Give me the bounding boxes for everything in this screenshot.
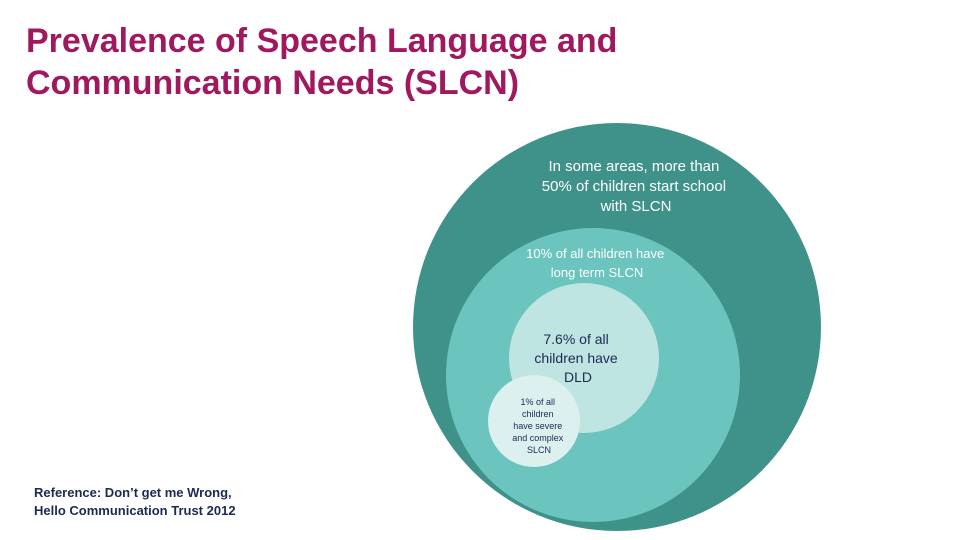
small-circle-label-line: SLCN [527, 445, 551, 455]
outer-circle-label-line: 50% of children start school [542, 178, 726, 195]
reference-note: Reference: Don’t get me Wrong, Hello Com… [34, 484, 314, 520]
inner-circle-label-line: children have [534, 350, 617, 366]
small-circle-label-line: children [522, 409, 554, 419]
outer-circle-label-line: with SLCN [600, 198, 672, 215]
inner-circle-label-line: DLD [564, 369, 592, 385]
reference-line-1: Reference: Don’t get me Wrong, [34, 485, 232, 500]
small-circle [488, 375, 580, 467]
outer-circle-label: In some areas, more than 50% of children… [542, 158, 730, 215]
small-circle-label-line: 1% of all [520, 397, 555, 407]
small-circle-label: 1% of all children have severe and compl… [512, 397, 566, 455]
slide-title-line-2: Communication Needs (SLCN) [26, 64, 520, 102]
slide-title: Prevalence of Speech Language and Commun… [26, 20, 746, 104]
reference-line-2: Hello Communication Trust 2012 [34, 503, 236, 518]
inner-circle-label-line: 7.6% of all [543, 331, 608, 347]
slide-title-line-1: Prevalence of Speech Language and [26, 22, 618, 60]
inner-circle-label: 7.6% of all children have DLD [534, 331, 621, 385]
middle-circle-label-line: long term SLCN [551, 265, 643, 280]
middle-circle-label-line: 10% of all children have [526, 246, 664, 261]
outer-circle-label-line: In some areas, more than [548, 158, 719, 175]
small-circle-label-line: and complex [512, 433, 564, 443]
middle-circle-label: 10% of all children have long term SLCN [526, 246, 668, 280]
small-circle-label-line: have severe [513, 421, 562, 431]
